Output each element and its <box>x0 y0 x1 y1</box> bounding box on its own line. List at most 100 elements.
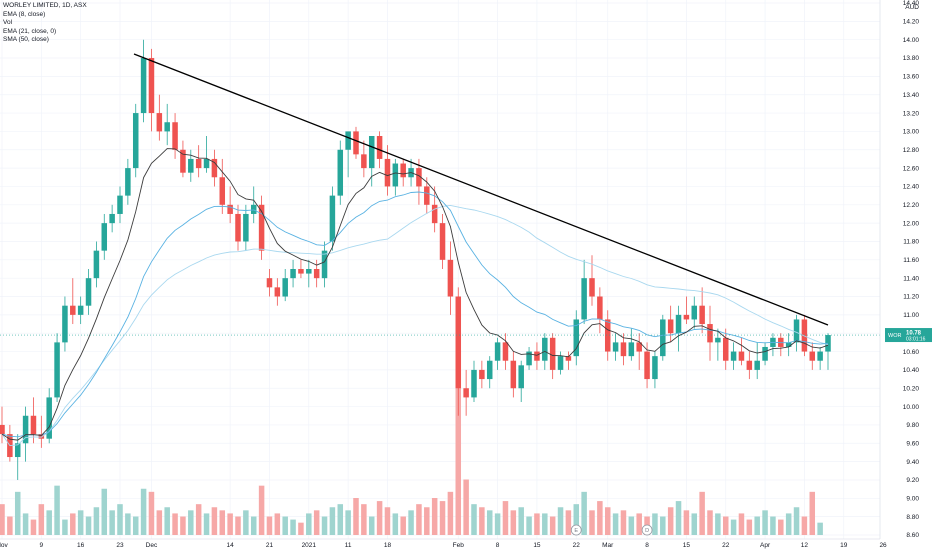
candle-body <box>793 319 800 343</box>
legend-sma50[interactable]: SMA (50, close) <box>3 36 49 44</box>
volume-bar <box>549 516 556 535</box>
volume-bar <box>337 504 344 535</box>
y-tick-label: 11.60 <box>903 257 919 264</box>
volume-bar <box>793 507 800 535</box>
candle-body <box>30 415 37 435</box>
x-tick-label: 12 <box>801 542 809 549</box>
volume-bar <box>416 504 422 535</box>
legend-title[interactable]: WORLEY LIMITED, 1D, ASX <box>3 2 87 9</box>
indicator-lines <box>1 148 829 447</box>
price-axis[interactable]: 8.60 8.80 9.00 9.20 9.40 9.60 9.80 10.00 10.20 10… <box>879 0 932 550</box>
volume-bar <box>243 510 249 535</box>
time-axis[interactable]: Nov 9 16 23 Dec 14 21 2021 11 18 Feb 8 15 22 Mar 8 15 22 A… <box>0 538 887 549</box>
x-tick-label: Apr <box>760 542 771 549</box>
volume-bar <box>258 485 265 535</box>
candle-body <box>353 131 359 155</box>
candle-body <box>447 259 454 297</box>
volume-bar <box>628 516 635 535</box>
y-tick-label: 10.40 <box>903 367 920 374</box>
volume-bar <box>526 516 532 535</box>
candle-body <box>172 122 178 150</box>
price-tag: WOR 10.78 03:01:16 <box>885 328 932 343</box>
price-axis-background <box>880 0 932 550</box>
event-marker-label: D <box>645 528 649 534</box>
volume-bar <box>534 513 540 535</box>
candle-body <box>384 158 391 187</box>
volume-bar <box>54 485 60 535</box>
x-tick-label: 23 <box>116 542 124 549</box>
volume-bar <box>156 510 163 535</box>
x-tick-label: 11 <box>345 542 352 549</box>
volume-bar <box>801 516 808 535</box>
volume-bar <box>164 507 170 535</box>
legend-ema8[interactable]: EMA (8, close) <box>3 10 46 18</box>
legend-ema21[interactable]: EMA (21, close, 0) <box>3 27 57 35</box>
y-tick-label: 9.80 <box>906 422 919 429</box>
volume-bar <box>132 516 139 535</box>
candle-body <box>329 195 336 242</box>
price-tag-countdown: 03:01:16 <box>906 337 926 343</box>
volume-bar <box>502 501 509 535</box>
x-tick-label: Feb <box>453 542 465 549</box>
volume-bar <box>361 504 367 535</box>
volume-bar <box>14 491 21 535</box>
candle-body <box>604 319 611 352</box>
volume-bar <box>329 507 336 535</box>
price-tag-price: 10.78 <box>906 331 922 337</box>
candle-body <box>660 319 666 357</box>
volume-bar <box>770 516 776 535</box>
candle-body <box>502 342 509 361</box>
candle-body <box>510 360 517 389</box>
candle-body <box>0 424 5 435</box>
y-tick-label: 13.20 <box>903 110 920 117</box>
candle-body <box>85 278 92 306</box>
volume-bar <box>408 510 414 535</box>
candle-body <box>93 250 100 279</box>
candle-body <box>400 163 406 178</box>
candle-body <box>125 168 131 196</box>
volume-bar <box>195 504 202 535</box>
volume-bar <box>117 504 123 535</box>
ema21-line <box>1 191 829 438</box>
candle-body <box>691 305 698 320</box>
candle-body <box>644 351 650 380</box>
volume-bar <box>376 501 383 535</box>
volume-bar <box>125 513 131 535</box>
volume-bar <box>211 507 218 535</box>
candle-body <box>54 342 60 398</box>
candle-body <box>801 319 808 352</box>
volume-bar <box>313 510 320 535</box>
candle-body <box>597 296 603 320</box>
volume-bar <box>62 519 68 535</box>
candle-body <box>542 337 548 361</box>
candle-body <box>376 136 383 159</box>
candle-body <box>313 269 320 279</box>
candle-body <box>463 388 469 398</box>
volume-bar <box>683 510 690 535</box>
candle-body <box>274 287 281 297</box>
candle-body <box>518 365 524 389</box>
candle-body <box>62 305 68 343</box>
volume-bar <box>612 513 619 535</box>
candle-body <box>581 278 587 320</box>
volume-bar <box>22 513 29 535</box>
candle-body <box>345 131 351 150</box>
event-marker: E <box>570 524 582 536</box>
volume-bar <box>778 519 784 535</box>
volume-bar <box>188 510 194 535</box>
candle-body <box>416 168 422 187</box>
volume-bar <box>455 350 462 535</box>
candle-body <box>746 360 753 370</box>
volume-bar <box>479 507 485 535</box>
x-tick-label: 19 <box>840 542 848 549</box>
volume-bar <box>738 513 745 535</box>
candle-body <box>337 149 344 196</box>
candle-body <box>109 213 115 224</box>
candle-body <box>392 163 399 187</box>
volume-bar <box>486 510 493 535</box>
candle-body <box>164 122 170 132</box>
trend-line[interactable] <box>133 53 829 326</box>
legend-vol[interactable]: Vol <box>3 19 13 27</box>
